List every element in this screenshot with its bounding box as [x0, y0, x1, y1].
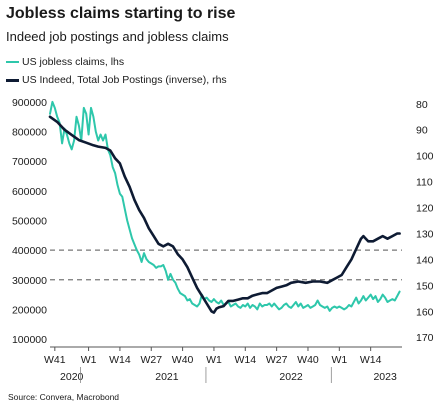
- x-tick-label: W14: [109, 354, 131, 366]
- x-tick-label: W1: [206, 354, 222, 366]
- chart-subtitle: Indeed job postings and jobless claims: [6, 29, 229, 44]
- y-right-tick-label: 80: [416, 99, 428, 111]
- legend-item-jobless-claims: US jobless claims, lhs: [6, 53, 227, 71]
- y-right-tick-label: 110: [416, 177, 433, 189]
- y-left-tick-label: 400000: [12, 245, 47, 257]
- series-line-job-postings: [48, 115, 401, 314]
- source-note: Source: Convera, Macrobond: [8, 392, 120, 402]
- chart-title: Jobless claims starting to rise: [6, 5, 236, 22]
- x-tick-label: W27: [266, 354, 288, 366]
- x-tick-label: W41: [44, 354, 66, 366]
- y-left-tick-label: 500000: [12, 216, 47, 228]
- y-left-tick-label: 200000: [12, 304, 47, 316]
- chart-axes: 900000 800000 700000 600000 500000 400000 3000…: [12, 97, 434, 383]
- legend-swatch-jobless-claims: [6, 61, 19, 63]
- y-left-tick-label: 800000: [12, 127, 47, 139]
- x-year-label: 2021: [155, 371, 179, 383]
- y-left-tick-label: 900000: [12, 97, 47, 109]
- y-left-tick-label: 300000: [12, 275, 47, 287]
- y-left-tick-label: 700000: [12, 156, 47, 168]
- y-right-tick-label: 100: [416, 151, 434, 163]
- x-year-label: 2020: [60, 371, 84, 383]
- y-right-tick-label: 160: [416, 306, 434, 318]
- x-year-label: 2022: [279, 371, 303, 383]
- y-left-tick-label: 600000: [12, 186, 47, 198]
- x-tick-label: W14: [234, 354, 256, 366]
- x-year-label: 2023: [373, 371, 397, 383]
- x-tick-label: W27: [140, 354, 162, 366]
- x-tick-label: W40: [172, 354, 194, 366]
- y-right-tick-label: 90: [416, 125, 428, 137]
- legend-label-job-postings: US Indeed, Total Job Postings (inverse),…: [22, 74, 227, 86]
- legend: US jobless claims, lhs US Indeed, Total …: [6, 53, 227, 89]
- y-right-tick-label: 140: [416, 254, 434, 266]
- legend-item-job-postings: US Indeed, Total Job Postings (inverse),…: [6, 71, 227, 89]
- y-right-tick-label: 150: [416, 280, 434, 292]
- x-tick-label: W1: [331, 354, 347, 366]
- legend-swatch-job-postings: [6, 78, 19, 82]
- y-left-tick-label: 100000: [12, 334, 47, 346]
- x-tick-label: W1: [81, 354, 97, 366]
- x-tick-label: W14: [360, 354, 382, 366]
- y-right-tick-label: 170: [416, 332, 434, 344]
- reference-lines: [50, 249, 402, 281]
- y-right-tick-label: 120: [416, 203, 434, 215]
- series-lines: [48, 100, 401, 314]
- x-tick-label: W40: [297, 354, 319, 366]
- y-right-tick-label: 130: [416, 228, 434, 240]
- legend-label-jobless-claims: US jobless claims, lhs: [22, 56, 125, 68]
